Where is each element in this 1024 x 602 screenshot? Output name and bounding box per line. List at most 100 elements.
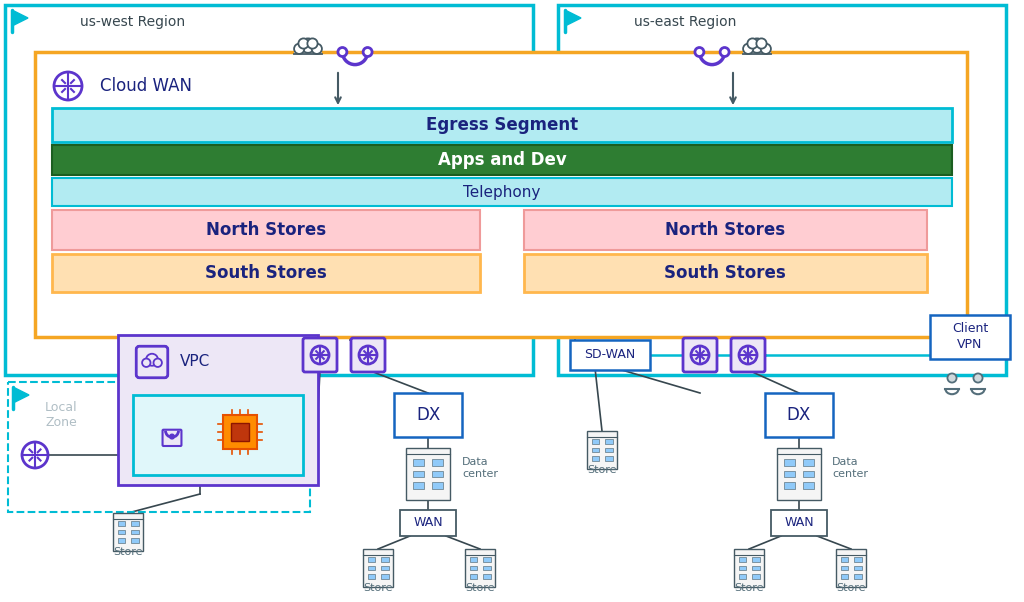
Circle shape bbox=[22, 442, 48, 468]
Text: Egress Segment: Egress Segment bbox=[426, 116, 579, 134]
Text: WAN: WAN bbox=[414, 517, 442, 530]
FancyBboxPatch shape bbox=[592, 456, 599, 461]
FancyBboxPatch shape bbox=[230, 423, 250, 441]
FancyBboxPatch shape bbox=[930, 315, 1010, 359]
FancyBboxPatch shape bbox=[465, 549, 495, 587]
Circle shape bbox=[307, 39, 317, 49]
FancyBboxPatch shape bbox=[362, 549, 393, 587]
FancyBboxPatch shape bbox=[738, 566, 746, 570]
FancyBboxPatch shape bbox=[432, 471, 443, 477]
Text: SD-WAN: SD-WAN bbox=[585, 349, 636, 361]
Text: us-west Region: us-west Region bbox=[80, 15, 185, 29]
FancyBboxPatch shape bbox=[469, 574, 477, 579]
Circle shape bbox=[757, 39, 767, 49]
FancyBboxPatch shape bbox=[483, 574, 490, 579]
FancyBboxPatch shape bbox=[131, 530, 138, 535]
FancyBboxPatch shape bbox=[771, 510, 827, 536]
Circle shape bbox=[750, 39, 764, 53]
FancyBboxPatch shape bbox=[783, 471, 795, 477]
Circle shape bbox=[311, 346, 329, 364]
FancyBboxPatch shape bbox=[804, 471, 814, 477]
Circle shape bbox=[170, 434, 174, 439]
FancyBboxPatch shape bbox=[841, 557, 848, 562]
FancyBboxPatch shape bbox=[118, 530, 125, 535]
Polygon shape bbox=[565, 10, 581, 26]
FancyBboxPatch shape bbox=[524, 254, 927, 292]
Text: center: center bbox=[462, 469, 498, 479]
Circle shape bbox=[720, 48, 729, 57]
FancyBboxPatch shape bbox=[605, 448, 612, 452]
FancyBboxPatch shape bbox=[804, 482, 814, 489]
Text: VPN: VPN bbox=[957, 338, 983, 352]
FancyBboxPatch shape bbox=[765, 393, 833, 437]
FancyBboxPatch shape bbox=[52, 145, 952, 175]
Text: Store: Store bbox=[587, 465, 616, 475]
FancyBboxPatch shape bbox=[605, 456, 612, 461]
FancyBboxPatch shape bbox=[52, 178, 952, 206]
Text: Data: Data bbox=[462, 457, 488, 467]
FancyBboxPatch shape bbox=[483, 566, 490, 570]
Circle shape bbox=[146, 354, 158, 366]
FancyBboxPatch shape bbox=[605, 439, 612, 444]
FancyBboxPatch shape bbox=[483, 557, 490, 562]
Text: Store: Store bbox=[364, 583, 393, 593]
FancyBboxPatch shape bbox=[854, 566, 861, 570]
Text: Local
Zone: Local Zone bbox=[45, 401, 78, 429]
Circle shape bbox=[298, 39, 308, 49]
FancyBboxPatch shape bbox=[131, 521, 138, 526]
Circle shape bbox=[294, 44, 304, 54]
FancyBboxPatch shape bbox=[587, 431, 617, 469]
Circle shape bbox=[154, 359, 162, 367]
Circle shape bbox=[761, 44, 771, 54]
Text: Data: Data bbox=[831, 457, 859, 467]
FancyBboxPatch shape bbox=[752, 557, 760, 562]
Text: Telephony: Telephony bbox=[463, 184, 541, 199]
FancyBboxPatch shape bbox=[118, 521, 125, 526]
FancyBboxPatch shape bbox=[52, 210, 480, 250]
FancyBboxPatch shape bbox=[841, 574, 848, 579]
FancyBboxPatch shape bbox=[118, 335, 318, 485]
FancyBboxPatch shape bbox=[35, 52, 967, 337]
FancyBboxPatch shape bbox=[131, 538, 138, 542]
Text: North Stores: North Stores bbox=[665, 221, 785, 239]
Polygon shape bbox=[13, 387, 29, 403]
Circle shape bbox=[338, 48, 347, 57]
Circle shape bbox=[364, 48, 372, 57]
FancyBboxPatch shape bbox=[854, 574, 861, 579]
FancyBboxPatch shape bbox=[469, 557, 477, 562]
Text: DX: DX bbox=[786, 406, 811, 424]
FancyBboxPatch shape bbox=[394, 393, 462, 437]
FancyBboxPatch shape bbox=[406, 448, 450, 500]
FancyBboxPatch shape bbox=[836, 549, 866, 587]
Text: DX: DX bbox=[416, 406, 440, 424]
FancyBboxPatch shape bbox=[136, 346, 168, 377]
Circle shape bbox=[301, 39, 315, 53]
FancyBboxPatch shape bbox=[804, 459, 814, 466]
FancyBboxPatch shape bbox=[683, 338, 717, 372]
FancyBboxPatch shape bbox=[413, 459, 424, 466]
FancyBboxPatch shape bbox=[163, 430, 181, 446]
FancyBboxPatch shape bbox=[133, 395, 303, 475]
Text: North Stores: North Stores bbox=[206, 221, 326, 239]
FancyBboxPatch shape bbox=[52, 254, 480, 292]
FancyBboxPatch shape bbox=[738, 557, 746, 562]
Text: us-east Region: us-east Region bbox=[634, 15, 736, 29]
Text: VPC: VPC bbox=[180, 355, 210, 370]
Circle shape bbox=[142, 359, 151, 367]
FancyBboxPatch shape bbox=[752, 574, 760, 579]
FancyBboxPatch shape bbox=[738, 574, 746, 579]
Polygon shape bbox=[12, 10, 28, 26]
Text: Store: Store bbox=[465, 583, 495, 593]
FancyBboxPatch shape bbox=[783, 482, 795, 489]
FancyBboxPatch shape bbox=[223, 415, 257, 449]
Text: South Stores: South Stores bbox=[665, 264, 785, 282]
FancyBboxPatch shape bbox=[432, 459, 443, 466]
FancyBboxPatch shape bbox=[524, 210, 927, 250]
FancyBboxPatch shape bbox=[118, 538, 125, 542]
FancyBboxPatch shape bbox=[734, 549, 764, 587]
Text: Apps and Dev: Apps and Dev bbox=[437, 151, 566, 169]
Circle shape bbox=[974, 373, 983, 382]
Circle shape bbox=[311, 44, 322, 54]
Circle shape bbox=[695, 48, 703, 57]
FancyBboxPatch shape bbox=[592, 439, 599, 444]
